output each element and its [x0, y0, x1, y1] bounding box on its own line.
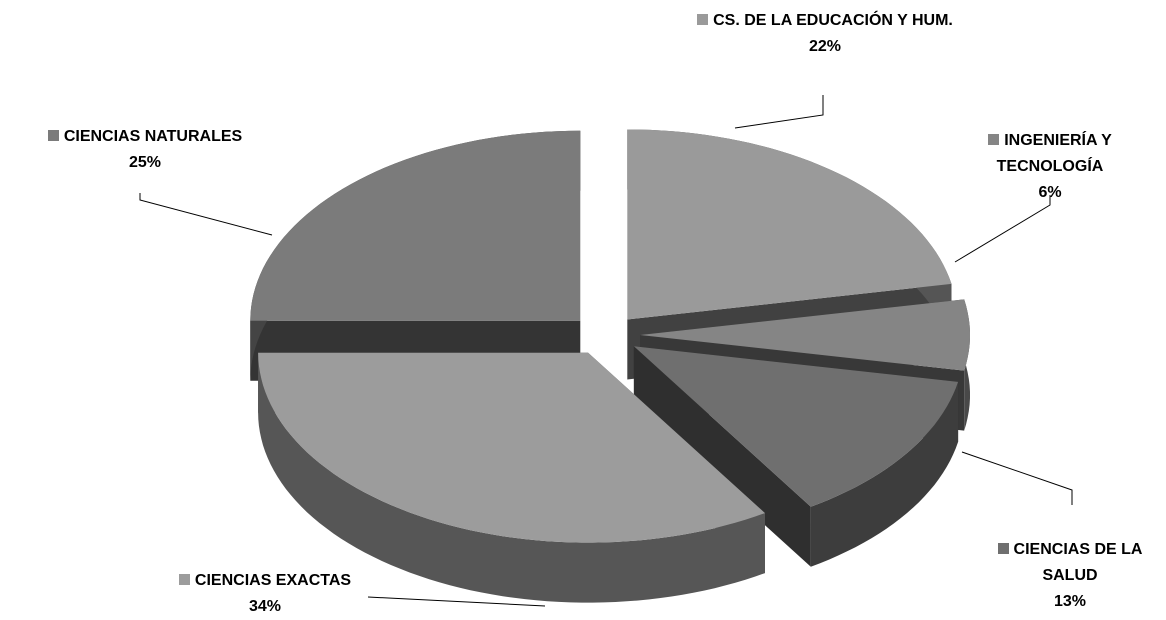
- percent-label: 25%: [128, 154, 162, 171]
- leader-line: [367, 596, 546, 607]
- percent-label: 34%: [248, 598, 282, 615]
- legend-swatch: [697, 14, 709, 25]
- pie-slice: [258, 352, 765, 603]
- legend-swatch: [988, 134, 1000, 145]
- leader-line: [139, 193, 273, 236]
- leader-line: [961, 451, 1073, 505]
- slice-side: [810, 381, 959, 567]
- slice-label: CS. DE LA EDUCACIÓN Y HUM. 22%: [690, 8, 960, 60]
- slice-top: [640, 299, 970, 371]
- slice-top: [633, 346, 959, 507]
- pie-slice: [633, 346, 959, 567]
- slice-side: [258, 352, 765, 603]
- slice-wall: [633, 346, 811, 567]
- slice-label: CIENCIAS NATURALES 25%: [5, 124, 285, 176]
- category-label: CIENCIAS DE LA SALUD: [1013, 541, 1143, 584]
- slice-top: [258, 352, 765, 543]
- percent-label: 22%: [808, 38, 842, 55]
- category-label: CS. DE LA EDUCACIÓN Y HUM.: [713, 12, 953, 29]
- slice-label: CIENCIAS EXACTAS 34%: [135, 568, 395, 620]
- percent-label: 6%: [1038, 184, 1062, 201]
- leader-line: [734, 95, 824, 129]
- slice-top: [627, 129, 952, 320]
- slice-label: CIENCIAS DE LA SALUD 13%: [970, 537, 1166, 615]
- legend-swatch: [47, 130, 59, 141]
- legend-swatch: [178, 574, 190, 585]
- legend-swatch: [997, 543, 1009, 554]
- category-label: CIENCIAS EXACTAS: [194, 572, 352, 589]
- percent-label: 13%: [1053, 593, 1087, 610]
- pie-slice: [250, 130, 581, 381]
- slice-label: INGENIERÍA Y TECNOLOGÍA 6%: [965, 128, 1135, 206]
- leader-line: [954, 195, 1051, 263]
- category-label: INGENIERÍA Y TECNOLOGÍA: [996, 132, 1112, 175]
- category-label: CIENCIAS NATURALES: [63, 128, 243, 145]
- slice-top: [250, 130, 581, 321]
